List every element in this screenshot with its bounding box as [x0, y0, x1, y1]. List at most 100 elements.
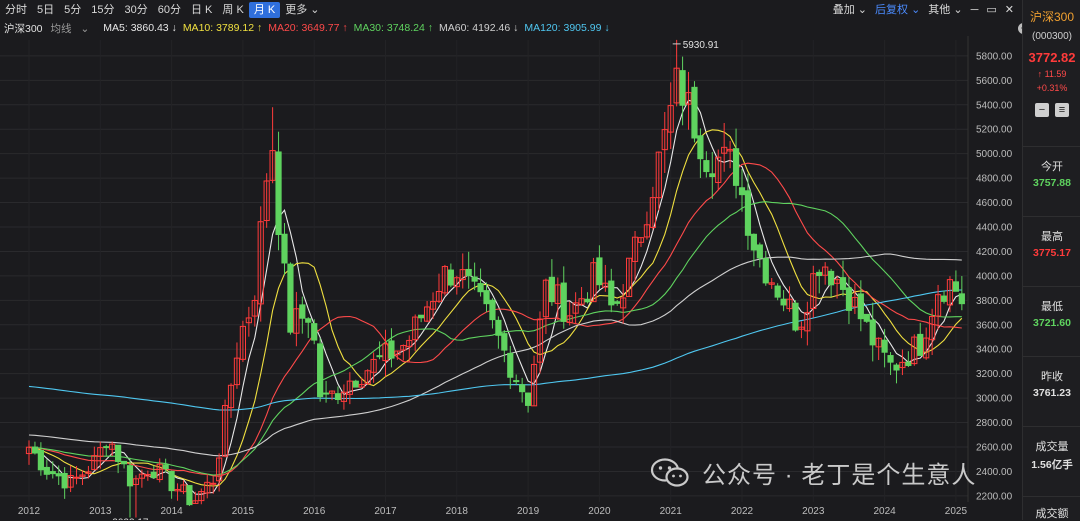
tab-60min[interactable]: 60分 — [157, 4, 181, 16]
candle-body — [447, 269, 454, 286]
candle-body — [495, 319, 502, 336]
candle-body — [881, 339, 888, 353]
candle-body — [453, 277, 460, 288]
minus-icon[interactable]: − — [1035, 103, 1049, 117]
watermark-text: 公众号 · 老丁是个生意人 — [702, 462, 977, 489]
candle-body — [507, 352, 514, 378]
candle-body — [322, 392, 330, 395]
menu-icon[interactable]: ≡ — [1055, 103, 1069, 117]
candle-body — [67, 474, 74, 488]
tab-5day[interactable]: 5日 — [37, 4, 55, 16]
candle-body — [97, 447, 104, 457]
wechat-watermark: 公众号 · 老丁是个生意人 — [650, 455, 976, 490]
candle-body — [388, 340, 395, 359]
tab-more[interactable]: 更多 ⌄ — [280, 2, 324, 18]
index-code: (000300) — [1031, 31, 1073, 42]
candle-body — [899, 361, 906, 369]
restore-icon[interactable]: ▭ — [986, 4, 997, 16]
candle-body — [530, 363, 538, 407]
candle-body — [822, 266, 829, 276]
tab-5min[interactable]: 5分 — [64, 4, 82, 16]
candle-body — [210, 482, 217, 485]
candle-body — [816, 271, 823, 277]
extreme-label: 2023.17 — [112, 518, 149, 520]
candle-body — [162, 464, 169, 470]
candle-body — [186, 485, 193, 506]
candle-body — [851, 296, 858, 308]
tab-30min[interactable]: 30分 — [124, 4, 148, 16]
candle-body — [311, 323, 318, 341]
candle-body — [412, 316, 419, 341]
tab-intraday[interactable]: 分时 — [5, 4, 27, 16]
candle-body — [798, 326, 805, 330]
candle-body — [43, 466, 50, 475]
candle-body — [221, 405, 229, 457]
volume-value: 1.56亿手 — [1031, 459, 1073, 471]
candle-body — [643, 224, 651, 238]
candle-body — [216, 457, 223, 482]
close-icon[interactable]: ✕ — [1004, 4, 1014, 16]
candle-body — [946, 279, 954, 306]
candle-body — [762, 258, 769, 284]
candle-body — [727, 148, 734, 152]
candle-body — [958, 293, 965, 305]
candle-body — [572, 302, 579, 314]
candle-body — [804, 312, 811, 332]
chevron-down-icon: ⌄ — [854, 4, 868, 16]
candle-body — [115, 444, 122, 462]
overlay-button[interactable]: 叠加 ⌄ — [829, 2, 871, 18]
open-block: 今开 3757.88 — [1023, 158, 1080, 189]
candle-body — [828, 270, 835, 286]
candle-body — [952, 281, 959, 292]
x-tick-label: 2022 — [731, 506, 754, 517]
candle-body — [649, 197, 656, 228]
y-tick-label: 5800.00 — [976, 51, 1013, 62]
candle-body — [245, 317, 252, 324]
y-tick-label: 4400.00 — [976, 223, 1013, 234]
more-label: 更多 — [285, 4, 308, 16]
candle-body — [37, 450, 44, 471]
candle-body — [560, 282, 567, 322]
candle-body — [227, 384, 235, 409]
candle-body — [525, 392, 532, 406]
candle-body — [364, 370, 371, 385]
candle-body — [929, 316, 936, 341]
other-button[interactable]: 其他 ⌄ — [924, 2, 966, 18]
candlestick-chart[interactable]: 2200.00 2400.00 2600.00 2800.00 3000.00 3200.… — [0, 36, 1020, 520]
candle-body — [863, 313, 870, 322]
y-tick-label: 2400.00 — [976, 467, 1013, 478]
minimize-icon[interactable]: ─ — [970, 4, 979, 16]
candle-body — [519, 384, 526, 393]
candle-body — [940, 295, 948, 302]
candle-body — [429, 301, 437, 310]
chevron-down-icon: ⌄ — [80, 22, 90, 35]
candle-body — [126, 465, 134, 487]
candle-body — [382, 343, 389, 362]
tab-weekly-k[interactable]: 周 K — [222, 4, 244, 16]
tab-daily-k[interactable]: 日 K — [191, 4, 213, 16]
high-block: 最高 3775.17 — [1023, 228, 1080, 259]
tab-monthly-k[interactable]: 月 K — [248, 2, 281, 18]
chevron-down-icon: ⌄ — [310, 4, 320, 16]
x-tick-label: 2013 — [89, 506, 112, 517]
candle-body — [483, 290, 490, 305]
divider — [1023, 496, 1080, 497]
x-tick-label: 2016 — [303, 506, 326, 517]
candle-body — [869, 319, 876, 346]
candle-body — [513, 380, 520, 383]
candle-body — [566, 315, 573, 323]
candle-body — [328, 390, 336, 394]
candle-body — [857, 293, 864, 320]
ma-type-dropdown[interactable]: 均线 ⌄ — [51, 21, 96, 36]
candle-body — [150, 471, 157, 479]
candle-body — [477, 283, 484, 293]
adjust-dropdown[interactable]: 后复权 ⌄ — [871, 2, 924, 18]
candle-body — [441, 266, 449, 294]
candle-body — [732, 148, 740, 186]
candle-body — [49, 471, 56, 475]
tab-15min[interactable]: 15分 — [91, 4, 115, 16]
candle-body — [673, 67, 680, 104]
candle-body — [239, 325, 247, 360]
volume-block: 成交量 1.56亿手 — [1023, 438, 1080, 472]
candle-body — [548, 276, 555, 303]
